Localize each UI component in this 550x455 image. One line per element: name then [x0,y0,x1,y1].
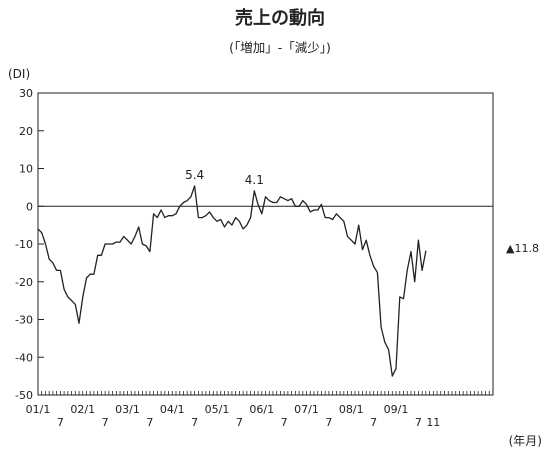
x-tick-label: 04/1 [160,403,185,416]
series-line [37,185,427,377]
y-tick-label: -10 [15,238,33,251]
y-tick-label: 20 [19,125,33,138]
y-tick-label: 10 [19,163,33,176]
x-tick-label: 7 [191,416,198,429]
peak-annotation: 5.4 [185,168,204,182]
y-axis: 30 20 10 0 -10 -20 -30 -40 -50 [15,87,44,402]
x-tick-label: 11 [426,416,440,429]
x-tick-label: 7 [325,416,332,429]
x-tick-label: 02/1 [70,403,95,416]
x-tick-label: 7 [370,416,377,429]
x-tick-label: 7 [236,416,243,429]
y-tick-label: -50 [15,389,33,402]
x-tick-label: 7 [415,416,422,429]
y-tick-label: -30 [15,314,33,327]
x-tick-label: 09/1 [384,403,409,416]
latest-value-label: ▲11.8 [506,242,539,255]
peak-annotation: 4.1 [245,173,264,187]
y-tick-label: -40 [15,351,33,364]
y-tick-label: 30 [19,87,33,100]
x-tick-label: 05/1 [205,403,230,416]
x-tick-label: 08/1 [339,403,364,416]
x-tick-label: 7 [281,416,288,429]
x-axis-label: (年月) [509,434,542,448]
x-tick-label: 03/1 [115,403,140,416]
x-tick-label: 7 [57,416,64,429]
x-tick-label: 01/1 [26,403,51,416]
x-tick-label: 07/1 [294,403,319,416]
x-axis: 01/1 7 02/1 7 03/1 7 04/1 7 05/1 7 06/1 7 07/1 7 08/1 7… [26,391,494,429]
x-tick-label: 06/1 [249,403,274,416]
x-tick-label: 7 [102,416,109,429]
chart-title: 売上の動向 [235,7,325,29]
annotations: 5.4 4.1 [185,168,264,187]
chart-subtitle: (「増加」-「減少」) [229,40,331,55]
x-tick-label: 7 [146,416,153,429]
y-tick-label: 0 [26,200,33,213]
y-tick-label: -20 [15,276,33,289]
y-axis-label: (DI) [8,67,30,81]
